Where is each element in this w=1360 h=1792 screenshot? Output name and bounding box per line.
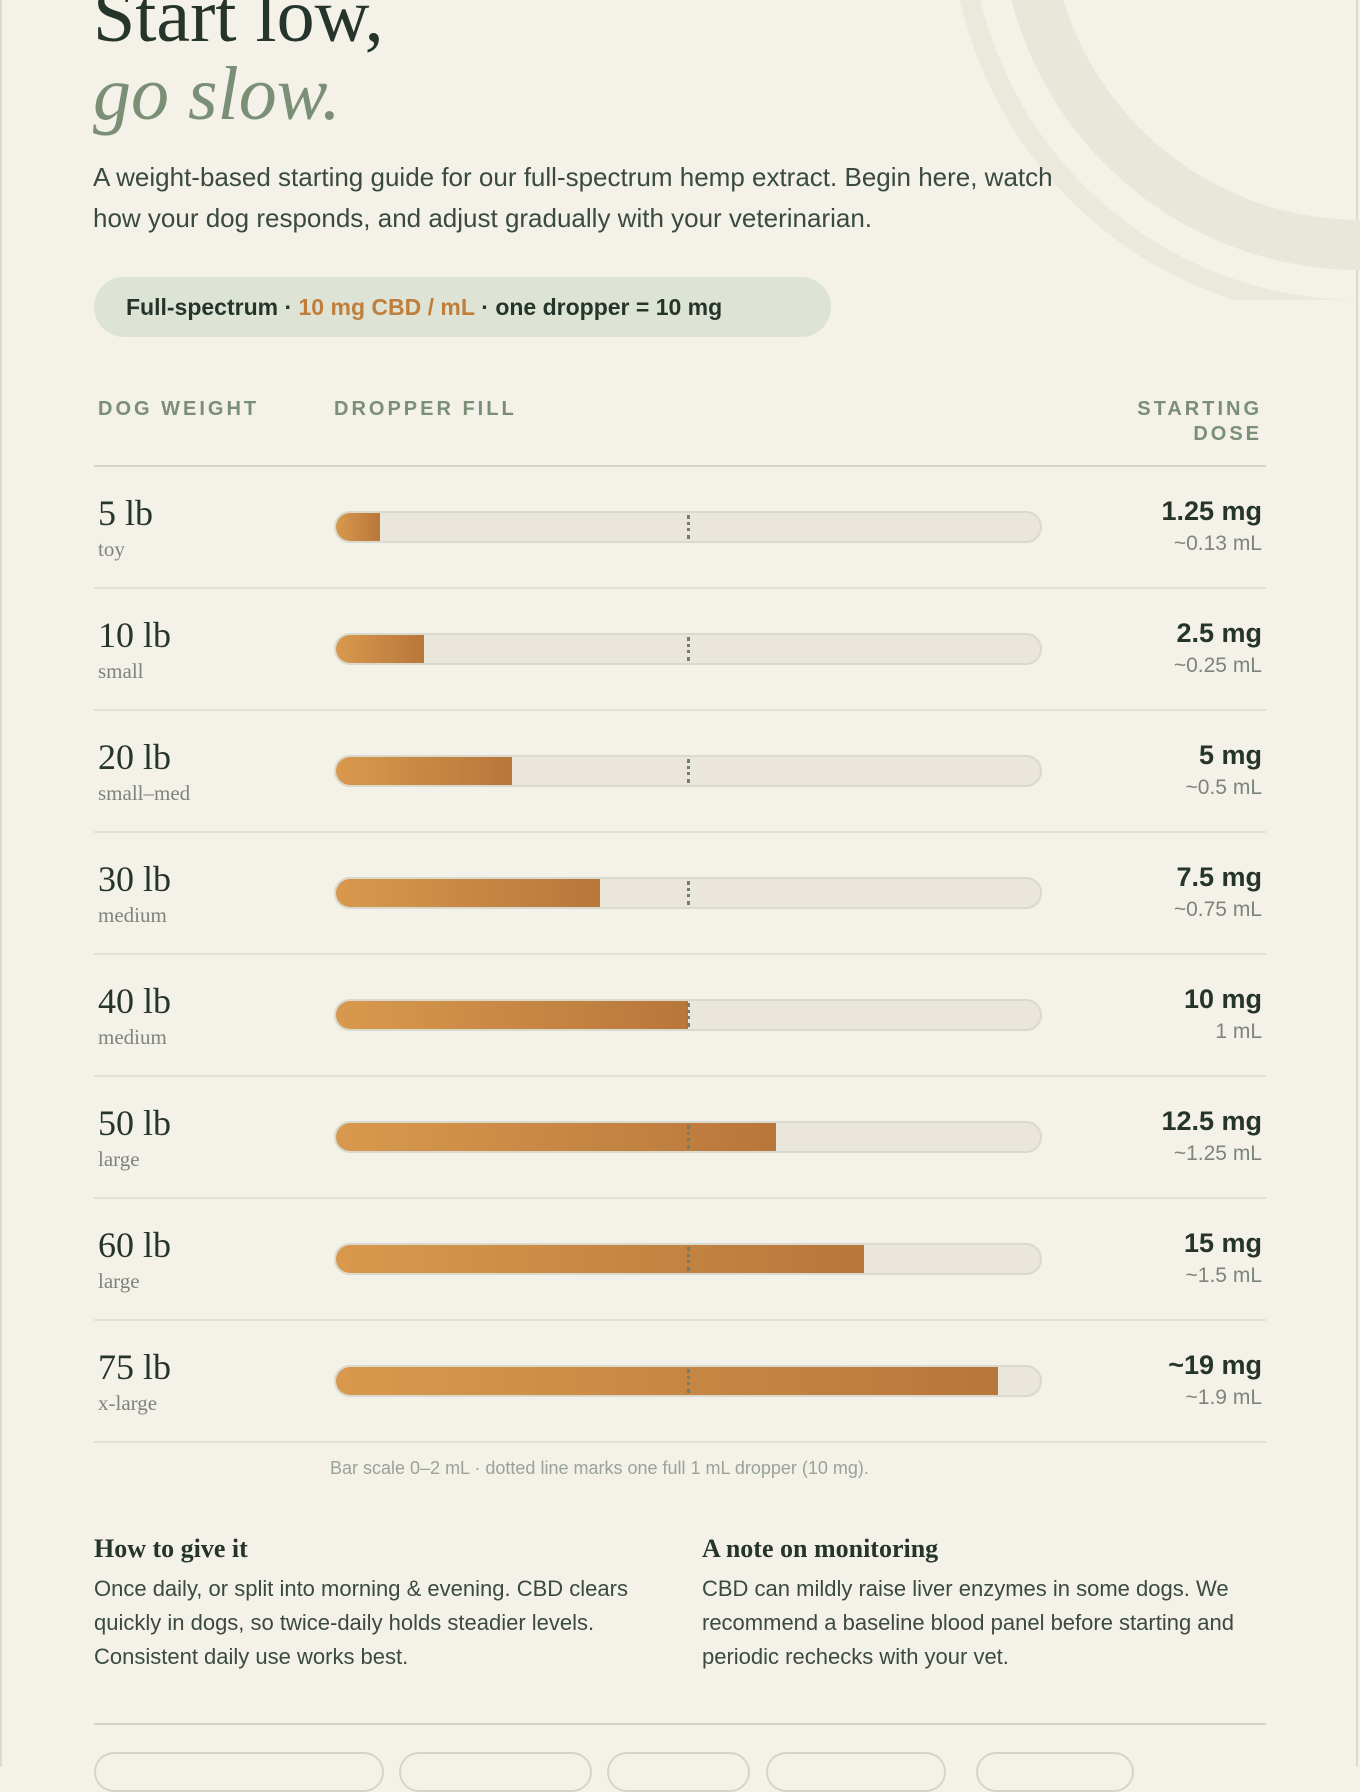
dropper-fill-level	[336, 635, 424, 663]
dropper-fill-level	[336, 757, 512, 785]
starting-dose-mg: 2.5 mg	[1176, 618, 1262, 648]
starting-dose-mg: 5 mg	[1198, 740, 1262, 770]
starting-dose-ml: ~0.75 mL	[1173, 898, 1262, 921]
pill-prefix: Full-spectrum ·	[126, 293, 299, 320]
starting-dose-ml: ~1.9 mL	[1185, 1386, 1262, 1409]
footer-link-chip[interactable]	[976, 1752, 1134, 1792]
dog-weight-label: 75 lb	[98, 1347, 172, 1387]
monitoring-body: CBD can mildly raise liver enzymes in so…	[702, 1576, 1235, 1669]
footer-divider	[94, 1723, 1266, 1725]
pill-suffix: · one dropper = 10 mg	[474, 293, 723, 320]
dog-weight-label: 40 lb	[98, 981, 172, 1021]
starting-dose-ml: ~1.5 mL	[1185, 1264, 1262, 1287]
starting-dose-ml: 1 mL	[1215, 1020, 1262, 1043]
column-header-dog-weight: DOG WEIGHT	[98, 398, 260, 420]
one-dropper-marker	[687, 1369, 690, 1393]
bar-scale-caption: Bar scale 0–2 mL · dotted line marks one…	[330, 1458, 869, 1478]
table-row: 75 lb x-large ~19 mg ~1.9 mL	[94, 1321, 1266, 1443]
starting-dose-mg: 10 mg	[1183, 984, 1262, 1014]
page-title-line-2: go slow.	[93, 52, 341, 136]
dog-size-label: small	[98, 659, 144, 683]
column-header-dropper-fill: DROPPER FILL	[334, 398, 517, 420]
dog-size-label: small–med	[98, 781, 191, 805]
dropper-fill-level	[336, 513, 380, 541]
starting-dose-ml: ~0.13 mL	[1173, 532, 1262, 555]
table-row: 20 lb small–med 5 mg ~0.5 mL	[94, 711, 1266, 833]
dog-weight-label: 5 lb	[98, 493, 154, 533]
starting-dose-mg: 12.5 mg	[1161, 1106, 1262, 1136]
one-dropper-marker	[687, 1003, 690, 1027]
dog-weight-label: 50 lb	[98, 1103, 172, 1143]
one-dropper-marker	[687, 515, 690, 539]
dog-size-label: large	[98, 1269, 140, 1293]
one-dropper-marker	[687, 637, 690, 661]
starting-dose-mg: ~19 mg	[1168, 1350, 1262, 1380]
monitoring-title: A note on monitoring	[702, 1534, 939, 1563]
dropper-fill-bar	[334, 633, 1042, 665]
dog-weight-label: 30 lb	[98, 859, 172, 899]
footer-link-chip[interactable]	[607, 1752, 750, 1792]
starting-dose-mg: 7.5 mg	[1176, 862, 1262, 892]
how-to-give-body: Once daily, or split into morning & even…	[94, 1576, 628, 1669]
starting-dose-mg: 15 mg	[1183, 1228, 1262, 1258]
starting-dose-mg: 1.25 mg	[1161, 496, 1262, 526]
table-row: 30 lb medium 7.5 mg ~0.75 mL	[94, 833, 1266, 955]
table-row: 10 lb small 2.5 mg ~0.25 mL	[94, 589, 1266, 711]
one-dropper-marker	[687, 1247, 690, 1271]
one-dropper-marker	[687, 881, 690, 905]
dropper-fill-level	[336, 879, 600, 907]
dog-size-label: medium	[98, 1025, 167, 1049]
column-header-starting-dose: STARTING DOSE	[1137, 398, 1262, 445]
dropper-fill-bar	[334, 1365, 1042, 1397]
dog-weight-label: 60 lb	[98, 1225, 172, 1265]
one-dropper-marker	[687, 1125, 690, 1149]
dog-size-label: large	[98, 1147, 140, 1171]
one-dropper-marker	[687, 759, 690, 783]
product-info-pill: Full-spectrum · 10 mg CBD / mL · one dro…	[94, 277, 831, 337]
dog-weight-label: 20 lb	[98, 737, 172, 777]
pill-concentration: 10 mg CBD / mL	[298, 293, 475, 320]
table-header-divider	[94, 465, 1266, 467]
dropper-fill-bar	[334, 1243, 1042, 1275]
dropper-fill-level	[336, 1001, 688, 1029]
starting-dose-ml: ~0.25 mL	[1173, 654, 1262, 677]
table-row: 60 lb large 15 mg ~1.5 mL	[94, 1199, 1266, 1321]
table-row: 50 lb large 12.5 mg ~1.25 mL	[94, 1077, 1266, 1199]
dropper-fill-bar	[334, 999, 1042, 1031]
page-title-line-1: Start low,	[93, 0, 384, 58]
table-row: 5 lb toy 1.25 mg ~0.13 mL	[94, 467, 1266, 589]
footer-link-chip[interactable]	[399, 1752, 592, 1792]
dropper-fill-bar	[334, 1121, 1042, 1153]
dog-weight-label: 10 lb	[98, 615, 172, 655]
footer-link-chip[interactable]	[94, 1752, 384, 1792]
dog-size-label: medium	[98, 903, 167, 927]
table-row: 40 lb medium 10 mg 1 mL	[94, 955, 1266, 1077]
starting-dose-ml: ~0.5 mL	[1185, 776, 1262, 799]
dropper-fill-level	[336, 1367, 998, 1395]
footer-link-chip[interactable]	[766, 1752, 946, 1792]
dog-size-label: toy	[98, 537, 125, 561]
dropper-fill-bar	[334, 511, 1042, 543]
dog-size-label: x-large	[98, 1391, 158, 1415]
dropper-fill-level	[336, 1123, 776, 1151]
intro-paragraph: A weight-based starting guide for our fu…	[93, 162, 1053, 233]
dropper-fill-bar	[334, 877, 1042, 909]
dropper-fill-level	[336, 1245, 864, 1273]
starting-dose-ml: ~1.25 mL	[1173, 1142, 1262, 1165]
dropper-fill-bar	[334, 755, 1042, 787]
how-to-give-title: How to give it	[94, 1534, 248, 1563]
